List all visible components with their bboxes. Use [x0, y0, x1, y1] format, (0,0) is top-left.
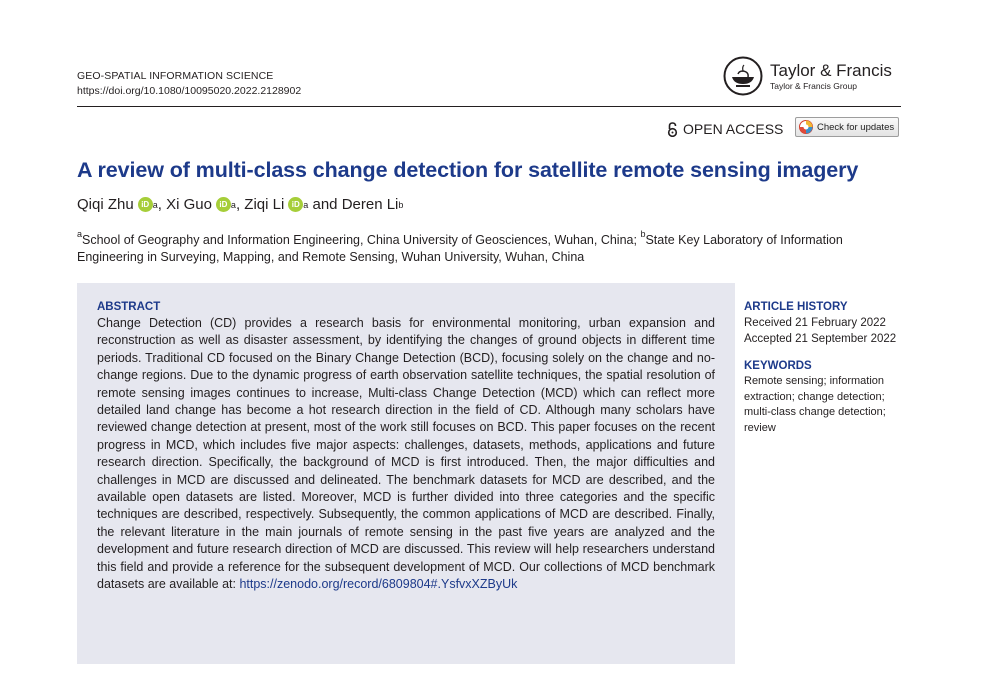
affil-a-text: School of Geography and Information Engi…	[82, 233, 641, 247]
article-history: ARTICLE HISTORY Received 21 February 202…	[744, 300, 914, 347]
author-separator: ,	[157, 196, 167, 213]
author-name: Qiqi Zhu	[77, 196, 134, 213]
crossmark-icon	[799, 120, 813, 134]
accepted-date: Accepted 21 September 2022	[744, 333, 897, 345]
publisher-group: Taylor & Francis Group	[770, 80, 857, 91]
check-for-updates-button[interactable]: Check for updates	[795, 117, 899, 137]
check-for-updates-label: Check for updates	[817, 121, 895, 133]
journal-name: GEO-SPATIAL INFORMATION SCIENCE	[77, 70, 274, 82]
open-lock-icon	[667, 121, 678, 137]
journal-header: GEO-SPATIAL INFORMATION SCIENCE https://…	[77, 69, 301, 99]
history-heading: ARTICLE HISTORY	[744, 301, 848, 313]
article-title: A review of multi-class change detection…	[77, 158, 859, 182]
affil-b-text: State Key Laboratory of Information Engi…	[77, 233, 843, 264]
author-list: Qiqi Zhu iD a, Xi Guo iD a, Ziqi Li iD a an…	[77, 196, 404, 213]
affil-a-sup: a	[77, 229, 83, 239]
open-access-label: OPEN ACCESS	[683, 121, 784, 137]
publisher-name: Taylor & Francis	[770, 60, 892, 80]
author-separator: and	[308, 196, 342, 213]
received-date: Received 21 February 2022	[744, 317, 886, 329]
abstract-heading: ABSTRACT	[97, 301, 161, 313]
affil-b-sup: b	[640, 229, 646, 239]
doi-link[interactable]: https://doi.org/10.1080/10095020.2022.21…	[77, 85, 302, 97]
author-name: Deren Li	[341, 196, 399, 213]
affiliations: aSchool of Geography and Information Eng…	[77, 229, 903, 266]
open-access-badge: OPEN ACCESS	[667, 121, 783, 137]
orcid-icon[interactable]: iD	[288, 197, 304, 212]
lamp-logo-icon	[723, 56, 763, 96]
keywords-block: KEYWORDS Remote sensing; information ext…	[744, 359, 906, 436]
dataset-link[interactable]: https://zenodo.org/record/6809804#.Ysfvx…	[239, 577, 518, 592]
abstract-body: Change Detection (CD) provides a researc…	[97, 316, 715, 592]
header-divider	[77, 106, 901, 107]
publisher-brand: Taylor & Francis Taylor & Francis Group	[723, 56, 892, 96]
abstract-box: ABSTRACT Change Detection (CD) provides …	[77, 283, 735, 664]
orcid-icon[interactable]: iD	[137, 197, 153, 212]
author-name: Xi Guo	[166, 196, 212, 213]
keywords-text: Remote sensing; information extraction; …	[744, 375, 886, 434]
author-separator: ,	[235, 196, 245, 213]
orcid-icon[interactable]: iD	[215, 197, 231, 212]
abstract-text: Change Detection (CD) provides a researc…	[97, 315, 715, 594]
author-name: Ziqi Li	[244, 196, 285, 213]
keywords-heading: KEYWORDS	[744, 360, 812, 372]
